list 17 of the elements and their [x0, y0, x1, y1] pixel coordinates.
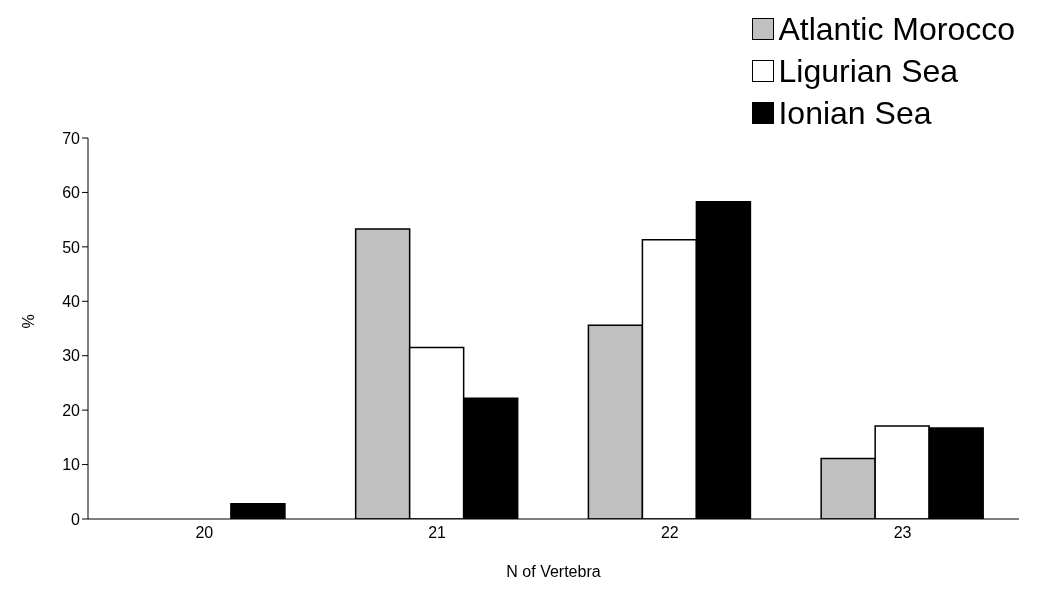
y-tick-label: 40: [62, 292, 81, 310]
x-axis-title: N of Vertebra: [506, 563, 601, 580]
legend-label: Atlantic Morocco: [777, 10, 1015, 49]
y-tick-label: 60: [62, 184, 81, 202]
y-tick-label: 70: [62, 129, 81, 147]
y-tick-label: 50: [62, 238, 81, 256]
x-tick-label: 22: [660, 524, 679, 542]
x-tick-label: 21: [428, 524, 447, 542]
y-tick-label: 0: [71, 510, 81, 528]
x-tick-label: 20: [195, 524, 214, 542]
legend-label: Ionian Sea: [777, 94, 933, 133]
y-tick-label: 10: [62, 456, 81, 474]
y-axis-title: %: [19, 314, 37, 329]
legend-label: Ligurian Sea: [777, 52, 960, 91]
y-tick-label: 20: [62, 401, 81, 419]
y-tick-label: 30: [62, 347, 81, 365]
x-tick-label: 23: [893, 524, 912, 542]
